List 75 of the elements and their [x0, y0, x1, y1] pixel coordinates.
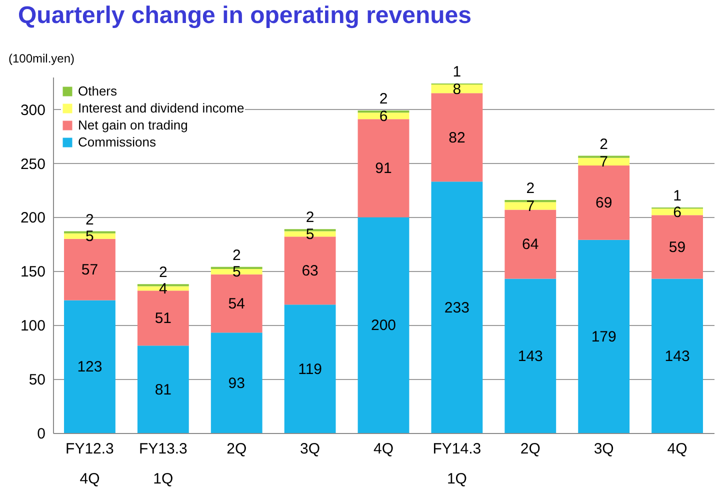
bar [578, 158, 630, 166]
data-label: 1 [673, 188, 682, 205]
data-label: 93 [228, 374, 245, 392]
data-label: 143 [664, 348, 690, 365]
data-label: 200 [370, 317, 396, 334]
bar [210, 332, 262, 433]
data-label: 6 [379, 108, 388, 125]
y-tick-label: 250 [20, 156, 46, 173]
data-label: 54 [228, 296, 245, 313]
bar [358, 112, 410, 120]
data-label: 123 [77, 358, 102, 376]
data-label: 8 [452, 80, 462, 98]
bar [431, 84, 483, 94]
legend-label: Net gain on trading [78, 118, 188, 132]
data-label: 69 [595, 194, 612, 212]
y-tick-label: 100 [20, 318, 46, 335]
data-label: 233 [444, 299, 470, 316]
bar [504, 278, 556, 433]
chart-title: Quarterly change in operating revenues [18, 2, 472, 29]
bar [652, 208, 703, 216]
bar [504, 202, 556, 210]
data-label: 2 [86, 211, 94, 228]
bar [284, 304, 336, 433]
legend-label: Interest and dividend income [78, 100, 244, 116]
data-label: 5 [86, 228, 94, 246]
y-tick-label: 0 [37, 426, 46, 442]
data-label: 2 [306, 209, 314, 226]
bar [578, 165, 630, 240]
data-label: 7 [600, 154, 608, 171]
legend-label: Commissions [78, 134, 157, 150]
legend-label: Others [78, 84, 118, 98]
data-label: 2 [526, 180, 535, 197]
y-tick-label: 50 [28, 372, 46, 389]
y-axis-title: (100mil.yen) [8, 52, 75, 66]
data-label: 57 [81, 262, 98, 279]
data-label: 5 [306, 226, 314, 243]
x-tick-label: FY13.3 1Q [138, 440, 188, 488]
data-label: 59 [668, 238, 686, 256]
bar [431, 182, 483, 433]
bar [358, 217, 410, 433]
data-label: 5 [232, 264, 241, 281]
x-tick-label: FY12.3 4Q [66, 440, 114, 488]
bar [64, 300, 116, 433]
x-tick-label: 2Q [520, 440, 540, 458]
x-tick-label: 3Q [300, 440, 320, 458]
x-tick-label: 3Q [594, 440, 614, 458]
bar [652, 278, 703, 433]
data-label: 91 [375, 160, 392, 178]
x-tick-label: 4Q [667, 440, 688, 458]
data-label: 81 [154, 381, 172, 398]
bar [431, 93, 483, 182]
y-tick-label: 300 [20, 102, 46, 119]
y-tick-label: 200 [20, 210, 46, 227]
data-label: 143 [518, 348, 543, 365]
y-tick-label: 150 [20, 264, 46, 281]
data-label: 7 [526, 198, 535, 215]
bar [504, 210, 556, 279]
data-label: 6 [673, 204, 682, 221]
x-tick-label: FY14.3 1Q [432, 440, 482, 488]
data-label: 119 [298, 360, 322, 378]
data-label: 1 [452, 63, 462, 80]
data-label: 2 [158, 264, 168, 282]
bar [137, 346, 189, 433]
bar [578, 240, 630, 433]
data-label: 63 [302, 262, 318, 280]
data-label: 179 [591, 328, 616, 346]
data-label: 51 [154, 310, 172, 328]
data-label: 2 [379, 90, 388, 108]
data-label: 64 [522, 236, 539, 254]
data-label: 82 [448, 129, 466, 146]
x-tick-label: 4Q [373, 440, 394, 458]
x-tick-label: 2Q [226, 440, 247, 458]
data-label: 2 [232, 246, 241, 264]
data-label: 4 [158, 280, 168, 298]
data-label: 2 [600, 136, 608, 153]
